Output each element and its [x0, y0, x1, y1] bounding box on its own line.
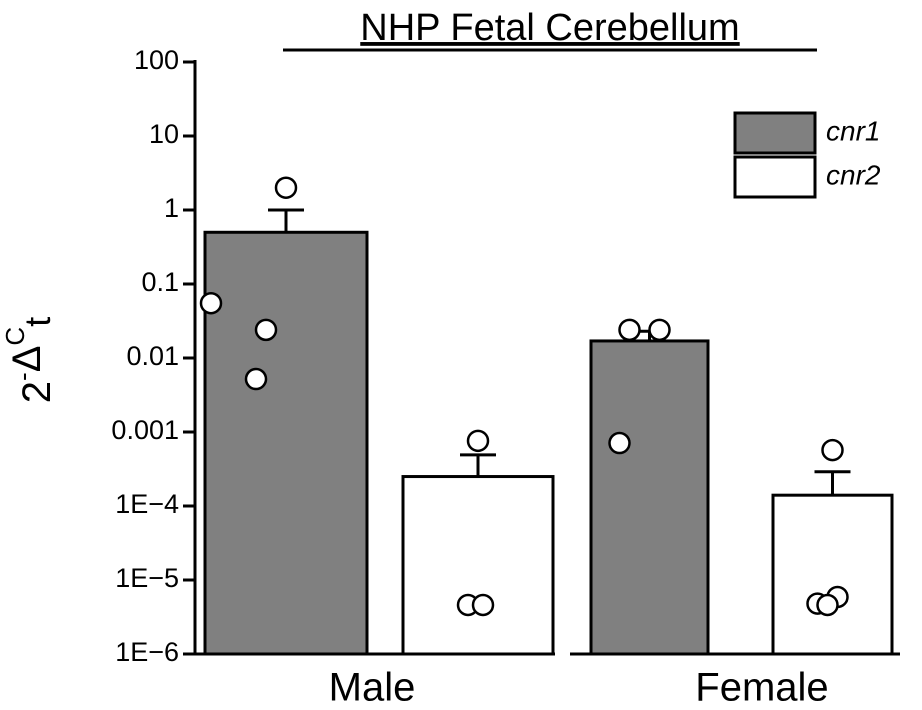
data-point [274, 176, 298, 199]
ylabel-part: 2 [15, 381, 59, 403]
data-point [648, 318, 671, 342]
y-tick-label: 10 [149, 119, 179, 149]
legend-label: cnr2 [826, 159, 881, 190]
legend-label: cnr1 [826, 115, 880, 146]
y-tick-label: 0.1 [141, 267, 179, 297]
y-tick-label: 0.01 [126, 341, 179, 371]
ylabel-part: C [0, 327, 30, 346]
y-tick-label: 1 [164, 193, 179, 223]
data-point [199, 291, 223, 315]
data-point [471, 593, 495, 617]
y-tick-label: 100 [134, 45, 179, 75]
chart-title: NHP Fetal Cerebellum [360, 7, 739, 49]
data-point [821, 438, 844, 462]
data-point [618, 318, 641, 342]
data-point [466, 429, 490, 453]
y-axis-label: 2-ΔCt [0, 317, 59, 403]
bar [203, 230, 369, 656]
data-point [244, 367, 268, 391]
bar [401, 475, 555, 656]
data-point [254, 318, 278, 342]
x-tick-label: Male [329, 666, 416, 710]
legend-swatch [733, 111, 817, 155]
y-tick-label: 1E−6 [115, 637, 179, 667]
x-tick-label: Female [695, 666, 828, 710]
y-tick-label: 1E−4 [115, 489, 179, 519]
data-point [608, 431, 631, 455]
legend-swatch [733, 155, 817, 199]
bar [771, 493, 894, 656]
y-tick-label: 1E−5 [115, 563, 179, 593]
ylabel-part: t [17, 317, 58, 327]
ylabel-part: - [8, 372, 38, 381]
y-tick-label: 0.001 [111, 415, 179, 445]
ylabel-part: Δ [5, 346, 49, 373]
data-point [816, 593, 839, 617]
bar [589, 339, 710, 656]
